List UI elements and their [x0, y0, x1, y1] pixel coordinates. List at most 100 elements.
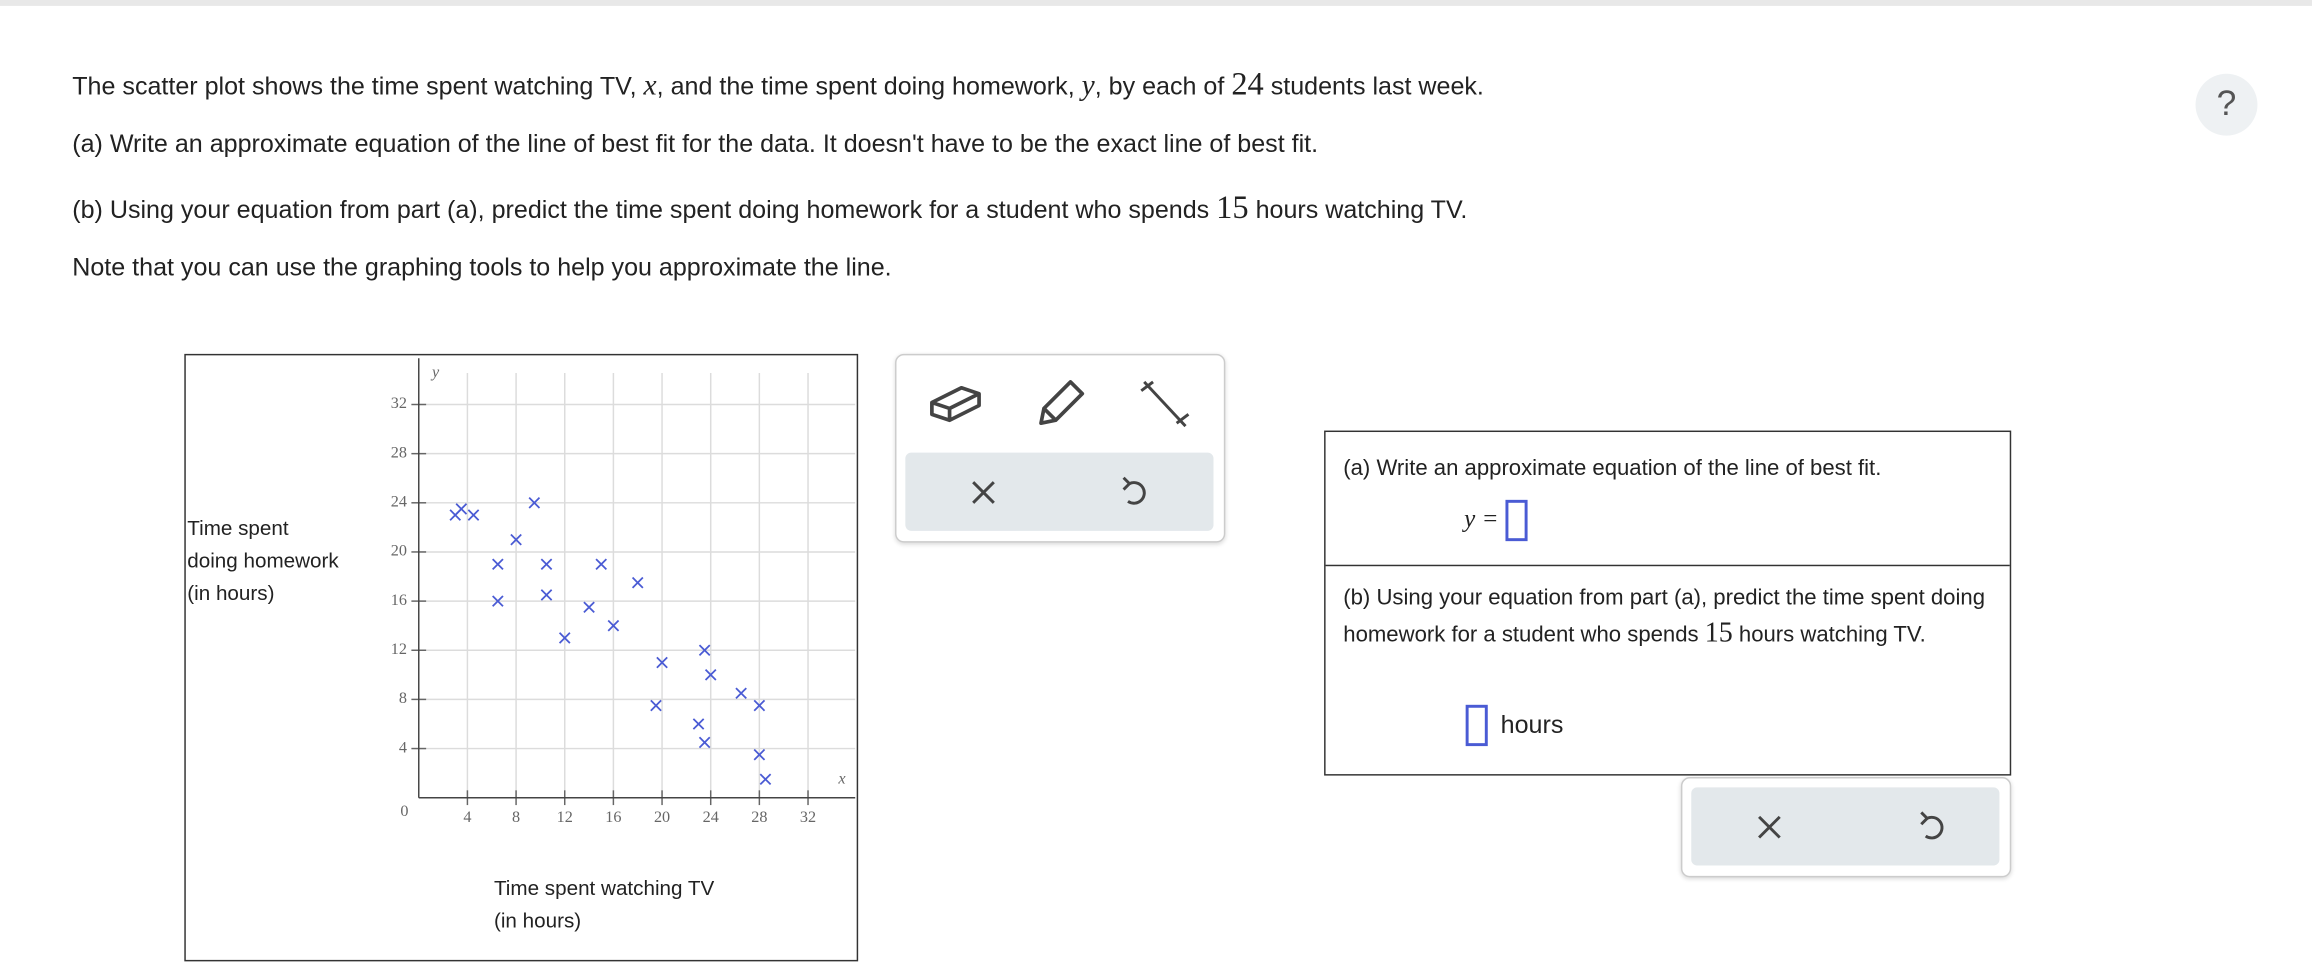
part-a-prompt: (a) Write an approximate equation of the… [1343, 455, 1882, 481]
part-b-prompt: (b) Using your equation from part (a), p… [1343, 581, 1999, 653]
x-tick-label: 12 [557, 808, 573, 826]
point [692, 718, 705, 730]
y-tick-label: 8 [399, 689, 407, 707]
point [492, 558, 504, 571]
actions [1758, 811, 1944, 840]
clear-button[interactable] [1758, 815, 1781, 839]
text: (b) Using your equation from part (a), p… [72, 196, 1217, 225]
point [650, 699, 662, 712]
point-stroke [540, 558, 553, 571]
text: doing homework [187, 548, 339, 573]
point [492, 595, 504, 607]
point [449, 509, 462, 521]
clear-button[interactable] [972, 481, 995, 504]
text: Time spent watching TV [493, 875, 715, 900]
point [540, 558, 553, 571]
math: y [1081, 69, 1095, 102]
point [467, 509, 480, 521]
point-stroke [492, 558, 504, 571]
point-stroke [583, 601, 595, 614]
equation: y = [1464, 499, 1528, 542]
top-bar [0, 0, 2312, 6]
point-stroke [692, 718, 705, 730]
text: (b) Using your equation from part (a), p… [1343, 585, 1985, 648]
action-bar [1691, 787, 2000, 866]
y-tick-label: 20 [391, 542, 407, 560]
x-axis-letter: x [837, 770, 846, 788]
y-tick-label: 32 [391, 394, 407, 412]
tool-panel [895, 353, 1226, 543]
number: 15 [1216, 188, 1249, 226]
point-stroke [753, 748, 766, 761]
text: hours watching TV. [1732, 622, 1926, 648]
y-axis-letter: y [430, 363, 440, 381]
pencil-tool[interactable] [1039, 380, 1085, 426]
y-tick-label: 28 [391, 443, 407, 461]
point-stroke [704, 669, 717, 681]
prediction: hours [1465, 704, 1564, 747]
x-tick-label: 16 [605, 808, 621, 826]
text: students last week. [1263, 72, 1484, 101]
origin-label: 0 [400, 802, 408, 820]
answer-actions [1680, 777, 2012, 878]
point [735, 687, 747, 700]
point-stroke [698, 736, 711, 749]
point [540, 589, 553, 601]
help-button[interactable]: ? [2195, 73, 2258, 136]
point [607, 619, 620, 632]
eraser-tool[interactable] [930, 385, 981, 423]
point [528, 497, 541, 509]
point-stroke [492, 595, 504, 607]
question-line: Note that you can use the graphing tools… [72, 253, 892, 282]
equation-lhs: y = [1464, 504, 1499, 533]
point-stroke [607, 619, 620, 632]
text: , and the time spent doing homework, [656, 72, 1082, 101]
x-tick-label: 24 [703, 808, 719, 826]
question-line: (a) Write an approximate equation of the… [72, 129, 1319, 158]
check-button[interactable] [1920, 811, 1944, 840]
divider [1325, 564, 2010, 567]
point-stroke [656, 656, 668, 669]
point-stroke [595, 558, 608, 571]
point-stroke [753, 699, 766, 712]
answer-input[interactable] [1505, 499, 1528, 542]
point [583, 601, 595, 614]
question-line: The scatter plot shows the time spent wa… [72, 65, 1484, 103]
number: 24 [1231, 64, 1264, 102]
undo-button[interactable] [1122, 476, 1146, 505]
x-tick-label: 20 [654, 808, 670, 826]
x-tick-label: 28 [751, 808, 767, 826]
point [656, 656, 668, 669]
point-stroke [467, 509, 480, 521]
chart-frame [184, 353, 859, 962]
point-stroke [735, 687, 747, 700]
point-stroke [631, 576, 644, 589]
point-stroke [558, 632, 571, 644]
text: hours watching TV. [1248, 196, 1468, 225]
point [698, 644, 711, 657]
unit: hours [1500, 710, 1564, 739]
text: The scatter plot shows the time spent wa… [72, 72, 644, 101]
y-tick-label: 24 [391, 493, 407, 511]
x-axis-title: Time spent watching TV (in hours) [494, 871, 714, 936]
action-bar [905, 452, 1214, 531]
point-stroke [510, 533, 522, 546]
point [704, 669, 717, 681]
answer-input[interactable] [1465, 704, 1488, 747]
tools [930, 380, 1190, 428]
point-stroke [540, 589, 553, 601]
number: 15 [1704, 617, 1733, 649]
answer-panel: (a) Write an approximate equation of the… [1324, 430, 2012, 776]
text: (in hours) [187, 580, 275, 605]
point-stroke [759, 773, 772, 786]
x-tick-label: 8 [512, 808, 520, 826]
y-tick-label: 16 [391, 591, 407, 609]
point [753, 699, 766, 712]
line-tool[interactable] [1140, 380, 1190, 428]
point [631, 576, 644, 589]
text: , by each of [1094, 72, 1232, 101]
point [595, 558, 608, 571]
point [759, 773, 772, 786]
